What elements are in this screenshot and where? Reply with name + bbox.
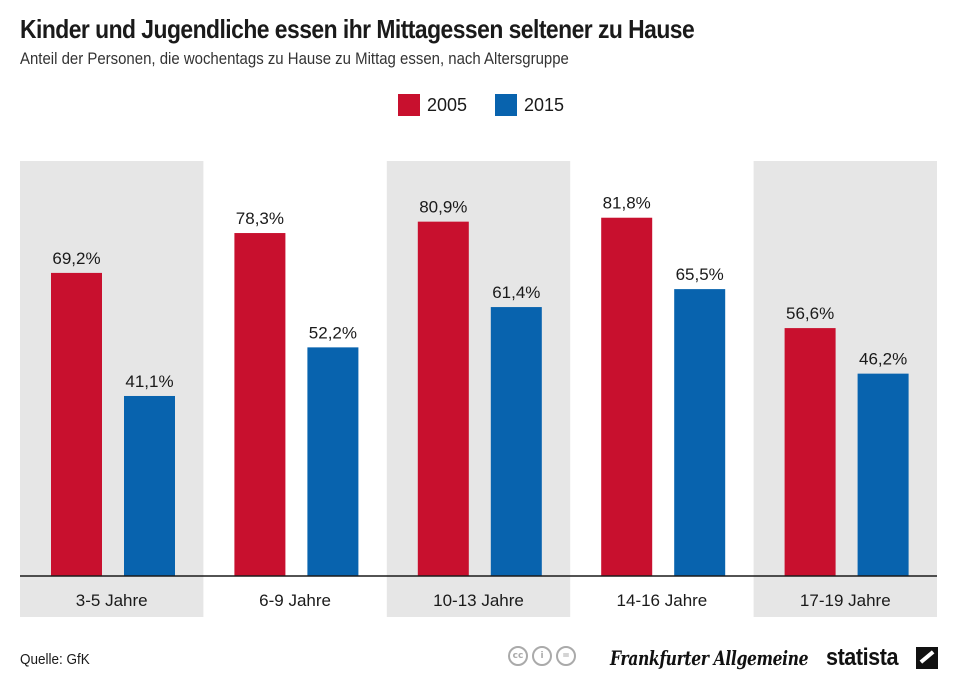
bar-2005 (234, 233, 286, 576)
legend-item-2005: 2005 (398, 93, 467, 117)
chart-title: Kinder und Jugendliche essen ihr Mittage… (20, 14, 695, 44)
category-band (20, 161, 204, 617)
nd-icon: = (556, 646, 576, 666)
bar-2015 (674, 289, 726, 576)
bar-2005 (417, 221, 469, 576)
bar-chart: 69,2% 78,3% 80,9% 81,8% 56,6% 41,1% 52,2% 61,4%… (20, 161, 937, 617)
by-icon: i (532, 646, 552, 666)
data-label: 69,2% (52, 249, 100, 268)
bar-2005 (51, 272, 102, 576)
legend-swatch-2005 (398, 94, 420, 116)
statista-wordmark: statista (826, 644, 899, 671)
data-label: 65,5% (676, 265, 724, 284)
category-label: 3-5 Jahre (76, 591, 148, 610)
data-label: 56,6% (786, 304, 834, 323)
data-label: 80,9% (419, 198, 467, 217)
statista-mark-icon (916, 647, 938, 669)
faz-logo: Frankfurter Allgemeine (610, 646, 809, 670)
category-band (386, 161, 571, 617)
chart-subtitle: Anteil der Personen, die wochentags zu H… (20, 49, 569, 68)
bar-2005 (601, 217, 653, 576)
category-label: 14-16 Jahre (617, 591, 708, 610)
source-label: Quelle: GfK (20, 651, 90, 668)
bar-2005 (784, 328, 836, 576)
bar-2015 (857, 373, 909, 576)
legend-label-2015: 2015 (524, 94, 565, 115)
category-label: 6-9 Jahre (259, 591, 331, 610)
legend-item-2015: 2015 (495, 93, 564, 117)
legend-label-2005: 2005 (427, 94, 468, 115)
data-label: 46,2% (859, 350, 907, 369)
data-label: 61,4% (492, 283, 540, 302)
legend-swatch-2015 (495, 94, 517, 116)
data-label: 78,3% (236, 209, 284, 228)
cc-icon: cc (508, 646, 528, 666)
statista-logo: statista (826, 644, 938, 672)
data-label: 41,1% (125, 372, 173, 391)
license-icons: cc i = (508, 646, 576, 666)
data-label: 52,2% (309, 323, 357, 342)
bar-2015 (307, 347, 359, 576)
bar-2015 (124, 395, 175, 576)
data-label: 81,8% (603, 194, 651, 213)
category-band (753, 161, 937, 617)
category-label: 10-13 Jahre (433, 591, 524, 610)
bar-2015 (490, 307, 542, 576)
chart-legend: 2005 2015 (0, 93, 960, 117)
category-label: 17-19 Jahre (800, 591, 891, 610)
